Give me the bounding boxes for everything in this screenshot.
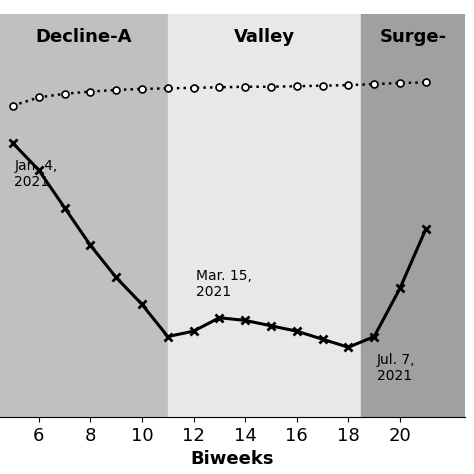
Text: Jan. 4,
2021: Jan. 4, 2021 [14,159,57,190]
Text: Jul. 7,
2021: Jul. 7, 2021 [377,353,415,383]
Bar [0,14,168,417]
Text: Surge-: Surge- [379,27,447,46]
Text: Mar. 15,
2021: Mar. 15, 2021 [196,269,252,299]
Bar [168,14,361,417]
Bar [361,14,465,417]
X-axis label: Biweeks: Biweeks [191,450,274,468]
Text: Decline-A: Decline-A [36,27,132,46]
Text: Valley: Valley [234,27,295,46]
